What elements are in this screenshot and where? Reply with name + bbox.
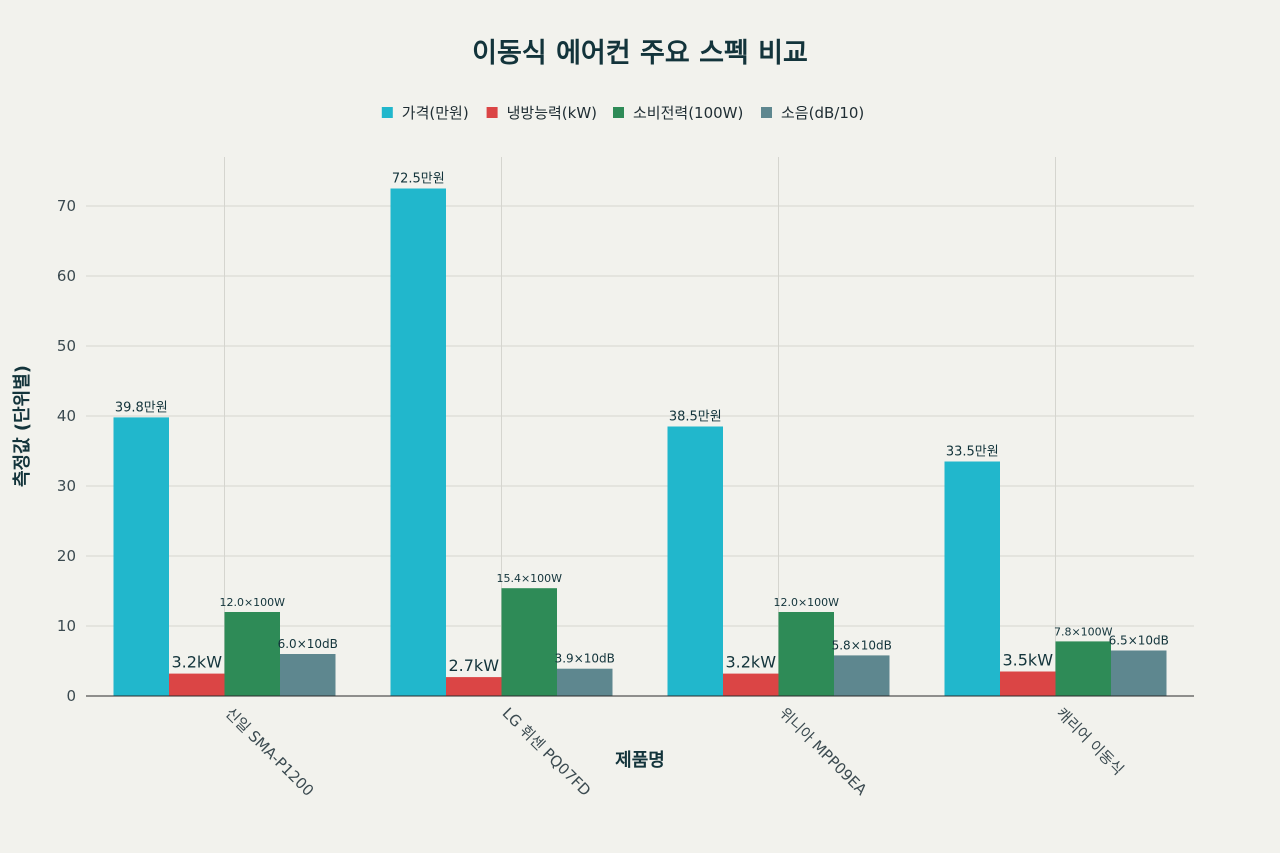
legend-label: 소음(dB/10) — [781, 104, 864, 122]
bar — [944, 461, 1000, 696]
bar-data-label: 12.0×100W — [773, 596, 839, 609]
legend-item: 소비전력(100W) — [613, 104, 743, 122]
legend-label: 가격(만원) — [402, 104, 469, 122]
bar-data-label: 15.4×100W — [496, 572, 562, 585]
bar — [446, 677, 502, 696]
y-tick-label: 20 — [57, 547, 76, 565]
y-tick-label: 50 — [57, 337, 76, 355]
y-tick-label: 70 — [57, 197, 76, 215]
bar-data-label: 3.9×10dB — [555, 652, 615, 666]
legend: 가격(만원) 냉방능력(kW) 소비전력(100W) 소음(dB/10) — [381, 104, 864, 122]
y-axis-ticks: 0 10 20 30 40 50 60 70 — [57, 197, 76, 705]
x-tick-label: 캐리어 이동식 — [1053, 704, 1128, 779]
bars — [113, 188, 1167, 696]
legend-item: 냉방능력(kW) — [486, 104, 597, 122]
grid — [86, 157, 1194, 696]
x-axis-ticks: 신일 SMA-P1200 LG 휘센 PQ07FD 위니아 MPP09EA 캐리어 이… — [222, 704, 1128, 800]
legend-swatch — [761, 107, 772, 118]
bar-labels: 39.8만원 72.5만원 38.5만원 33.5만원 3.2kW 2.7kW 3.2kW 3… — [115, 172, 1169, 676]
bar-data-label: 6.5×10dB — [1109, 634, 1169, 648]
y-tick-label: 0 — [66, 687, 76, 705]
bar — [1000, 671, 1056, 696]
bar-data-label: 12.0×100W — [219, 596, 285, 609]
chart-title: 이동식 에어컨 주요 스펙 비교 — [472, 38, 808, 69]
legend-item: 가격(만원) — [381, 104, 469, 122]
legend-label: 소비전력(100W) — [633, 104, 743, 122]
x-tick-label: LG 휘센 PQ07FD — [499, 704, 595, 800]
y-tick-label: 60 — [57, 267, 76, 285]
bar-data-label: 33.5만원 — [946, 445, 999, 460]
legend-item: 소음(dB/10) — [761, 104, 864, 122]
bar-data-label: 3.2kW — [725, 653, 776, 672]
bar-data-label: 3.5kW — [1002, 651, 1053, 670]
bar-data-label: 5.8×10dB — [832, 638, 892, 652]
bar-data-label: 72.5만원 — [392, 172, 445, 187]
bar — [390, 188, 446, 696]
y-tick-label: 30 — [57, 477, 76, 495]
bar-data-label: 6.0×10dB — [278, 637, 338, 651]
bar — [280, 654, 336, 696]
legend-label: 냉방능력(kW) — [507, 104, 597, 122]
bar — [113, 417, 169, 696]
bar-data-label: 7.8×100W — [1054, 625, 1113, 638]
bar — [834, 655, 890, 696]
bar — [169, 673, 225, 696]
bar — [224, 612, 280, 696]
x-tick-label: 위니아 MPP09EA — [776, 704, 871, 799]
bar — [1111, 650, 1167, 696]
bar — [723, 673, 779, 696]
y-tick-label: 10 — [57, 617, 76, 635]
x-axis-title: 제품명 — [615, 750, 665, 771]
legend-swatch — [613, 107, 624, 118]
bar — [501, 588, 557, 696]
bar — [557, 668, 613, 696]
bar — [667, 426, 723, 696]
bar-data-label: 2.7kW — [448, 656, 499, 675]
bar-data-label: 3.2kW — [171, 653, 222, 672]
bar-data-label: 39.8만원 — [115, 400, 168, 415]
bar — [1055, 641, 1111, 696]
bar-data-label: 38.5만원 — [669, 410, 722, 425]
bar — [778, 612, 834, 696]
legend-swatch — [381, 107, 393, 118]
y-tick-label: 40 — [57, 407, 76, 425]
y-axis-title: 측정값 (단위별) — [12, 365, 33, 487]
legend-swatch — [486, 107, 498, 118]
x-tick-label: 신일 SMA-P1200 — [222, 704, 318, 800]
